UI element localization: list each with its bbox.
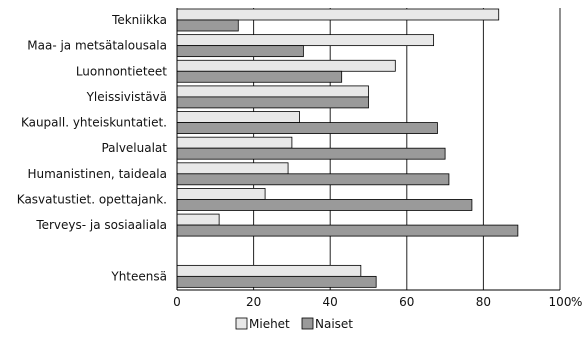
bar-miehet <box>176 59 396 72</box>
legend-label-miehet: Miehet <box>249 317 290 331</box>
bar-naiset <box>176 19 239 32</box>
bar-naiset <box>176 275 377 288</box>
bar-naiset <box>176 224 519 237</box>
tick-labels: 0 20 40 60 80 100 <box>173 295 571 309</box>
category-label: Yhteensä <box>110 269 167 283</box>
x-tick-label: 40 <box>323 295 338 309</box>
legend-label-naiset: Naiset <box>315 317 353 331</box>
bar-miehet <box>176 8 500 21</box>
x-tick-label: 80 <box>476 295 491 309</box>
legend-swatch-miehet <box>235 317 248 330</box>
bar-miehet <box>176 188 266 200</box>
category-label: Yleissivistävä <box>86 90 167 104</box>
category-label: Kaupall. yhteiskuntatiet. <box>21 116 167 130</box>
bar-miehet <box>176 264 362 277</box>
bars <box>176 8 519 288</box>
bar-naiset <box>176 173 450 186</box>
bar-naiset <box>176 70 343 83</box>
category-label: Terveys- ja sosiaaliala <box>35 218 167 232</box>
bar-naiset <box>176 147 446 160</box>
bar-naiset <box>176 45 304 58</box>
x-unit-label: % <box>571 295 582 309</box>
bar-miehet <box>176 136 293 149</box>
x-tick-label: 100 <box>549 295 572 309</box>
bar-miehet <box>176 111 300 123</box>
bar-miehet <box>176 85 369 98</box>
x-tick-label: 20 <box>246 295 261 309</box>
legend-swatch-naiset <box>301 317 314 330</box>
category-label: Palvelualat <box>101 141 167 155</box>
bar-naiset <box>176 96 369 109</box>
category-label: Humanistinen, taideala <box>27 167 167 181</box>
bar-miehet <box>176 162 289 175</box>
bar-naiset <box>176 122 438 134</box>
category-label: Luonnontieteet <box>76 64 167 78</box>
category-label: Kasvatustiet. opettajank. <box>17 192 167 206</box>
x-tick-label: 60 <box>399 295 414 309</box>
x-tick-label: 0 <box>173 295 181 309</box>
category-labels: Tekniikka Maa- ja metsätalousala Luonnonti… <box>17 13 167 283</box>
category-label: Tekniikka <box>111 13 167 27</box>
bar-miehet <box>176 34 435 47</box>
bar-naiset <box>176 199 473 211</box>
category-label: Maa- ja metsätalousala <box>27 39 167 53</box>
axes <box>176 8 560 291</box>
bar-miehet <box>176 213 220 226</box>
legend: Miehet Naiset <box>235 317 353 331</box>
